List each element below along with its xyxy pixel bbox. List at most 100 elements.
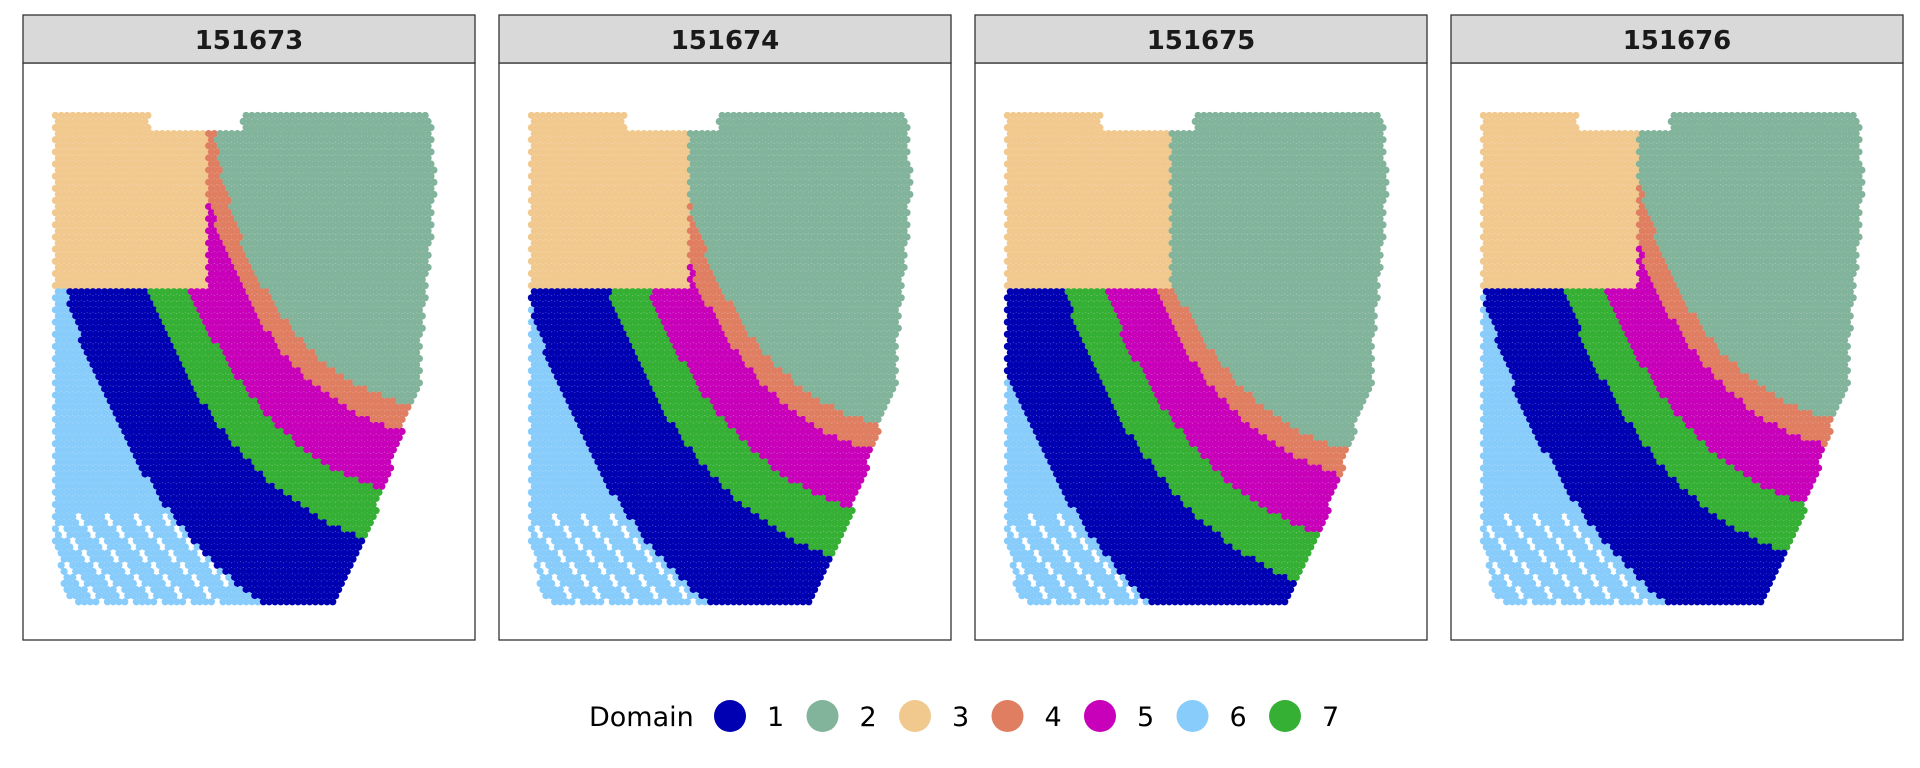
spot	[332, 142, 340, 150]
spot	[897, 111, 905, 119]
spot	[95, 130, 103, 138]
spot	[337, 142, 345, 150]
spot	[415, 355, 423, 363]
spot	[161, 160, 169, 168]
spot	[271, 148, 279, 156]
spot	[424, 263, 432, 271]
spot	[236, 136, 244, 144]
spot	[392, 136, 400, 144]
spot	[72, 190, 80, 198]
spot	[415, 111, 423, 119]
spot	[173, 160, 181, 168]
spot	[115, 172, 123, 180]
spot	[291, 166, 299, 174]
spot	[398, 427, 406, 436]
spot	[329, 160, 337, 168]
spot	[427, 196, 435, 205]
spot	[167, 160, 175, 168]
spot	[72, 579, 80, 588]
spot	[251, 117, 259, 126]
spot	[375, 136, 383, 144]
spot	[118, 130, 126, 138]
spot	[207, 160, 215, 168]
facet-title: 151673	[195, 26, 304, 56]
spot	[210, 178, 218, 186]
spot	[288, 184, 296, 192]
spot	[176, 154, 184, 162]
spot	[395, 142, 403, 150]
spot	[103, 549, 111, 557]
spot	[413, 348, 421, 357]
spot	[57, 172, 65, 180]
spot	[60, 178, 68, 186]
spot	[395, 130, 403, 138]
spot	[170, 592, 178, 600]
spot	[410, 124, 418, 132]
spot	[389, 178, 397, 186]
spot	[340, 573, 348, 581]
spot	[92, 598, 100, 606]
spot	[181, 154, 189, 162]
spot	[173, 184, 181, 192]
spot	[387, 124, 395, 132]
spot	[141, 142, 149, 150]
spot	[63, 124, 71, 132]
spot	[98, 111, 106, 119]
spot	[283, 172, 291, 180]
spot	[135, 142, 143, 150]
spot	[202, 184, 210, 192]
spot	[421, 124, 429, 132]
spot	[326, 117, 334, 126]
spot	[72, 166, 80, 174]
spot	[346, 136, 354, 144]
spot	[375, 124, 383, 132]
spot	[138, 111, 146, 119]
spot	[150, 184, 158, 192]
spot	[95, 142, 103, 150]
spot	[202, 561, 210, 569]
spot	[363, 525, 371, 533]
spot	[323, 172, 331, 180]
spot	[77, 130, 85, 138]
spot	[323, 160, 331, 168]
spot	[349, 178, 357, 186]
spot	[314, 117, 322, 126]
spot	[106, 130, 114, 138]
spot	[375, 160, 383, 168]
spot	[89, 130, 97, 138]
spot	[415, 184, 423, 192]
spot	[80, 160, 88, 168]
spot	[268, 166, 276, 174]
spot	[155, 172, 163, 180]
spot	[277, 172, 285, 180]
spot	[384, 154, 392, 162]
spot	[421, 294, 429, 302]
spot	[413, 130, 421, 138]
spot	[112, 117, 120, 126]
spot	[271, 111, 279, 119]
spot	[181, 178, 189, 186]
spot	[297, 130, 305, 138]
spot	[141, 592, 149, 600]
spot	[340, 148, 348, 156]
spot	[378, 130, 386, 138]
spot	[306, 148, 314, 156]
spot	[170, 166, 178, 174]
spot	[141, 117, 149, 126]
spot	[181, 142, 189, 150]
spot	[219, 172, 227, 180]
spot	[283, 136, 291, 144]
spot	[167, 136, 175, 144]
spot	[199, 154, 207, 162]
spot	[75, 136, 83, 144]
spot	[277, 124, 285, 132]
spot	[355, 543, 363, 551]
spot	[329, 172, 337, 180]
spot	[144, 160, 152, 168]
spot	[392, 124, 400, 132]
spot	[158, 579, 166, 588]
spot	[129, 178, 137, 186]
spot	[254, 184, 262, 192]
spot	[181, 543, 189, 551]
